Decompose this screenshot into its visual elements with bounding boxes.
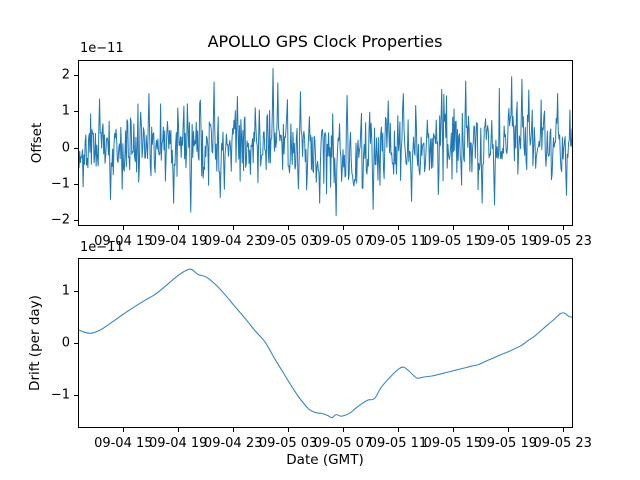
y-tick-label: 2	[61, 67, 70, 83]
x-tick-mark	[178, 226, 180, 230]
x-tick-mark	[562, 428, 564, 432]
x-tick-label: 09-05 11	[368, 436, 428, 451]
y-tick-mark	[74, 343, 78, 344]
x-tick-mark	[397, 428, 399, 432]
y-tick-label: −2	[50, 212, 70, 228]
x-tick-label: 09-04 23	[203, 234, 263, 249]
y-tick-label: 1	[61, 103, 70, 119]
x-tick-mark	[343, 226, 344, 230]
x-tick-label: 09-05 19	[478, 436, 537, 451]
x-tick-label: 09-04 15	[94, 234, 153, 249]
x-tick-mark	[123, 226, 125, 230]
x-tick-label: 09-05 23	[533, 436, 592, 451]
x-tick-label: 09-05 15	[423, 436, 483, 451]
y-tick-label: 0	[61, 335, 70, 351]
x-tick-label: 09-04 19	[149, 234, 208, 249]
x-tick-mark	[452, 428, 454, 432]
y-tick-mark	[74, 220, 78, 222]
x-tick-label: 09-05 23	[533, 234, 592, 249]
figure-title: APOLLO GPS Clock Properties	[207, 32, 443, 51]
x-tick-label: 09-05 03	[258, 436, 318, 451]
x-axis-label: Date (GMT)	[286, 452, 364, 468]
y-tick-label: 0	[61, 140, 70, 156]
y-tick-label: −1	[50, 387, 70, 403]
x-tick-mark	[233, 428, 235, 432]
offset-series-line	[79, 68, 572, 217]
drift-series-line	[79, 268, 572, 419]
y-tick-mark	[74, 183, 78, 185]
y-tick-label: −1	[50, 176, 70, 192]
x-tick-mark	[507, 428, 509, 432]
x-tick-label: 09-05 07	[313, 234, 373, 249]
y-tick-mark	[74, 290, 78, 292]
x-tick-label: 09-05 03	[258, 234, 318, 249]
x-tick-mark	[233, 226, 235, 230]
x-tick-label: 09-04 15	[94, 436, 153, 451]
x-tick-label: 09-04 23	[203, 436, 263, 451]
y-tick-label: 1	[61, 283, 70, 299]
x-tick-mark	[562, 226, 564, 230]
y-tick-mark	[74, 74, 78, 76]
x-tick-mark	[288, 428, 290, 432]
y-tick-mark	[74, 111, 78, 113]
drift-plot-area	[78, 258, 573, 428]
x-tick-mark	[288, 226, 290, 230]
x-tick-label: 09-05 07	[313, 436, 373, 451]
y-tick-mark	[74, 147, 78, 149]
offset-scale-exponent-label: 1e−11	[80, 41, 124, 56]
x-tick-label: 09-05 15	[423, 234, 483, 249]
drift-scale-exponent-label: 1e−11	[80, 240, 124, 255]
x-tick-mark	[507, 226, 509, 230]
x-tick-label: 09-05 19	[478, 234, 537, 249]
x-tick-mark	[343, 428, 344, 432]
x-tick-mark	[397, 226, 399, 230]
x-tick-label: 09-04 19	[149, 436, 208, 451]
offset-plot-area	[78, 60, 573, 226]
x-tick-mark	[178, 428, 180, 432]
x-tick-mark	[452, 226, 454, 230]
x-tick-label: 09-05 11	[368, 234, 428, 249]
y-tick-mark	[74, 395, 78, 397]
x-tick-mark	[123, 428, 125, 432]
